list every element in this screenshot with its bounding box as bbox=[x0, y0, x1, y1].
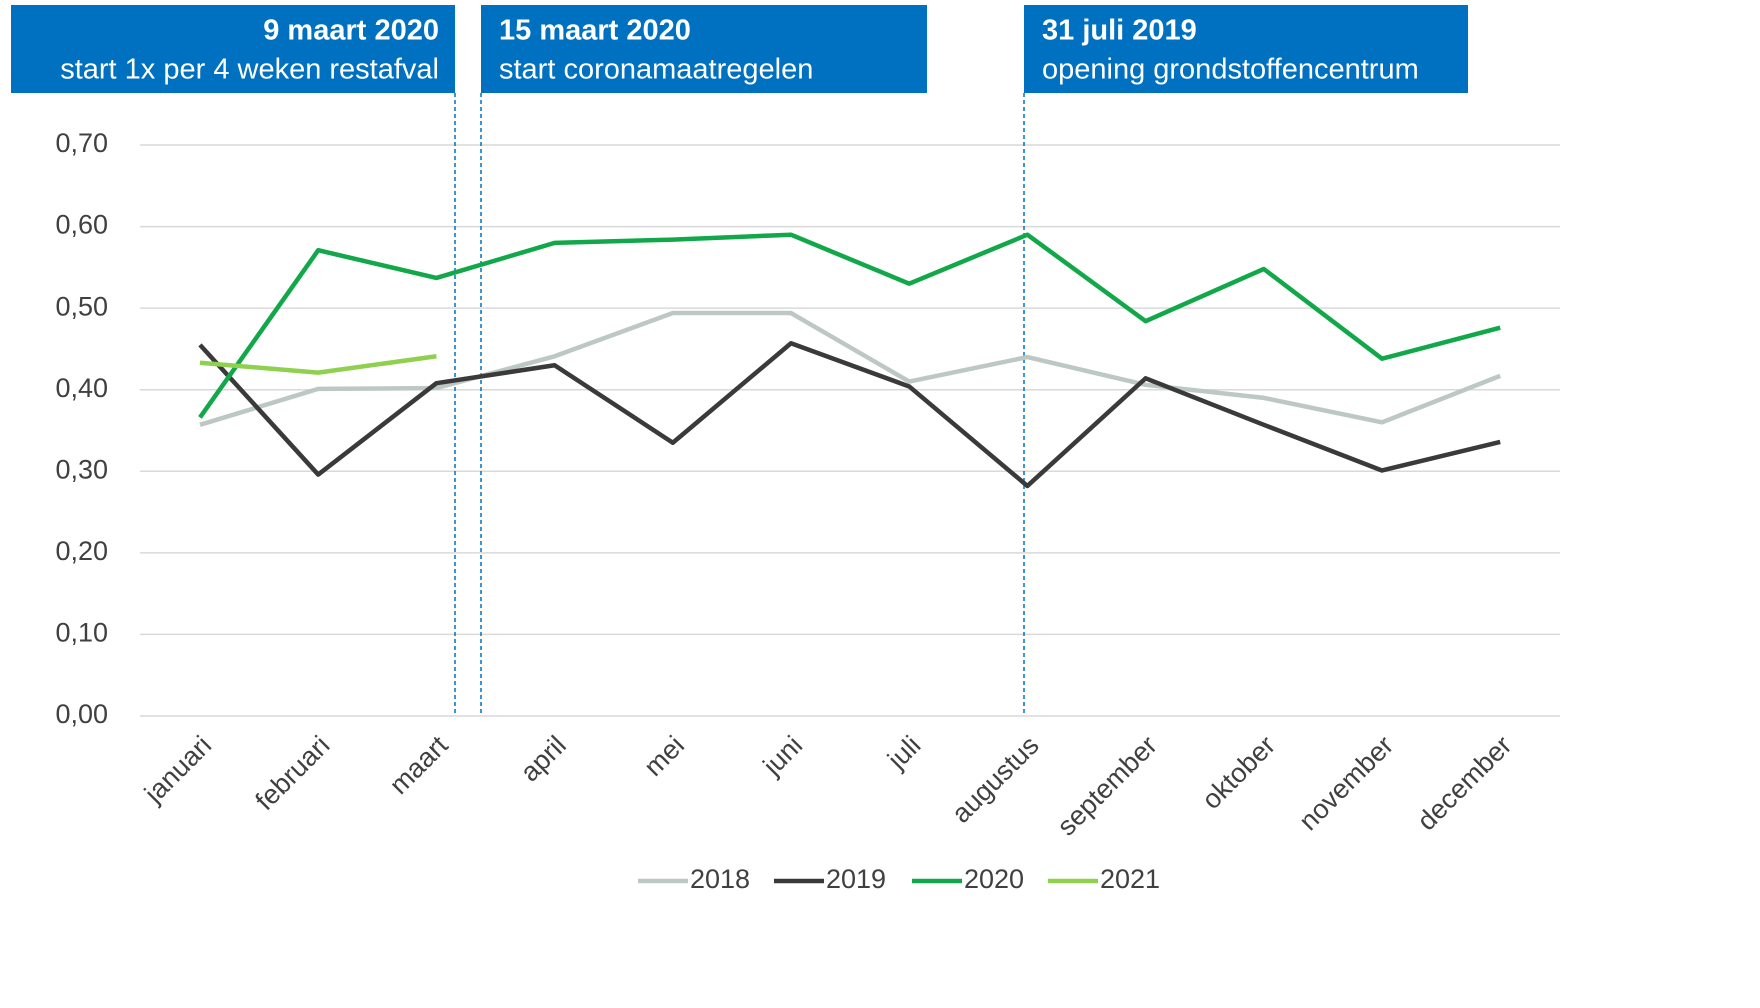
annotation-title: 9 maart 2020 bbox=[263, 15, 439, 47]
y-tick-label: 0,60 bbox=[55, 210, 108, 240]
x-tick-label: oktober bbox=[1196, 730, 1281, 815]
x-tick-label: februari bbox=[250, 730, 336, 816]
x-tick-label: september bbox=[1051, 730, 1162, 841]
y-tick-label: 0,40 bbox=[55, 373, 108, 403]
y-tick-label: 0,30 bbox=[55, 454, 108, 484]
y-tick-label: 0,50 bbox=[55, 291, 108, 321]
x-tick-label: januari bbox=[138, 730, 217, 809]
legend-label: 2020 bbox=[964, 864, 1024, 894]
annotation-box bbox=[11, 5, 455, 93]
y-tick-label: 0,20 bbox=[55, 536, 108, 566]
annotation-title: 31 juli 2019 bbox=[1042, 15, 1197, 47]
x-tick-label: augustus bbox=[946, 730, 1045, 829]
x-tick-label: december bbox=[1411, 730, 1517, 836]
x-tick-label: maart bbox=[384, 730, 454, 800]
series-line bbox=[198, 340, 1501, 489]
x-tick-label: mei bbox=[638, 730, 690, 782]
legend-label: 2021 bbox=[1100, 864, 1160, 894]
annotation-box bbox=[1024, 5, 1468, 93]
annotation-box bbox=[481, 5, 927, 93]
x-tick-label: april bbox=[515, 730, 572, 787]
x-tick-label: november bbox=[1293, 730, 1399, 836]
annotation-text: start coronamaatregelen bbox=[499, 54, 813, 86]
series-line bbox=[199, 310, 1502, 427]
series-line bbox=[199, 354, 437, 375]
legend-label: 2018 bbox=[690, 864, 750, 894]
x-tick-label: juni bbox=[757, 730, 809, 782]
annotation-text: start 1x per 4 weken restafval bbox=[60, 54, 439, 86]
series-line bbox=[198, 232, 1501, 419]
y-tick-label: 0,00 bbox=[55, 699, 108, 729]
annotation-text: opening grondstoffencentrum bbox=[1042, 54, 1419, 86]
x-tick-label: juli bbox=[881, 730, 926, 775]
legend-label: 2019 bbox=[826, 864, 886, 894]
y-tick-label: 0,10 bbox=[55, 618, 108, 648]
y-tick-label: 0,70 bbox=[55, 128, 108, 158]
annotation-title: 15 maart 2020 bbox=[499, 15, 691, 47]
